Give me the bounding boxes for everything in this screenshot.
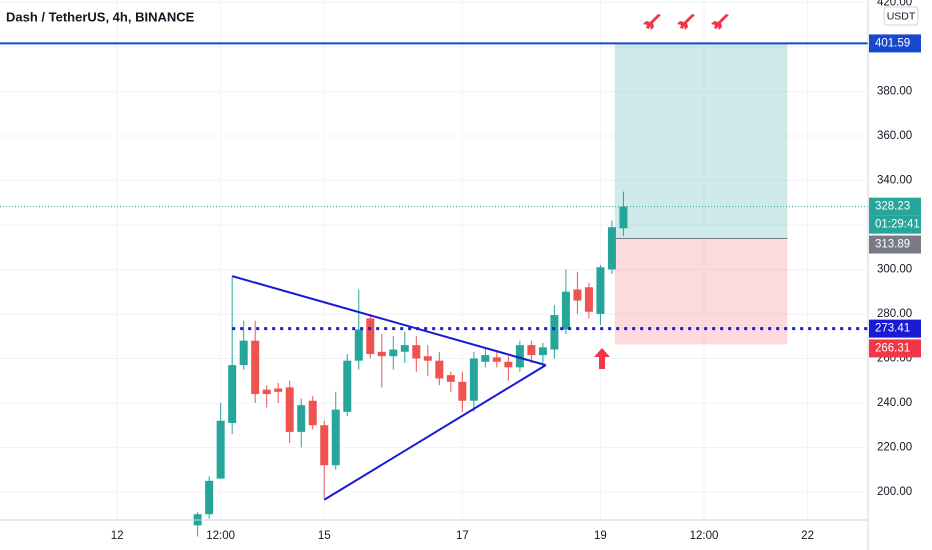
rocket-icon bbox=[711, 14, 729, 30]
x-tick-label: 12 bbox=[111, 530, 124, 542]
candle-body bbox=[596, 267, 605, 314]
candle-body bbox=[446, 375, 455, 382]
y-tick-label: 420.00 bbox=[877, 0, 912, 8]
candle-body bbox=[366, 318, 375, 355]
candle-body bbox=[205, 480, 214, 515]
candle-body bbox=[423, 356, 432, 361]
candle-body bbox=[308, 400, 317, 426]
loss-zone bbox=[614, 238, 788, 345]
candle-body bbox=[619, 206, 628, 229]
candle-body bbox=[584, 287, 593, 312]
price-tag-label: 401.59 bbox=[875, 37, 910, 49]
y-tick-label: 300.00 bbox=[877, 263, 912, 275]
currency-label[interactable]: USDT bbox=[887, 10, 916, 22]
price-tag-label: 328.23 bbox=[875, 201, 910, 213]
candle-body bbox=[274, 388, 283, 392]
candle-body bbox=[354, 329, 363, 361]
axes: 200.00220.00240.00260.00280.00300.00320.… bbox=[111, 0, 921, 542]
candle-body bbox=[331, 409, 340, 466]
candle-body bbox=[538, 347, 547, 356]
y-tick-label: 280.00 bbox=[877, 308, 912, 320]
candle-body bbox=[262, 389, 271, 395]
candle-body bbox=[527, 345, 536, 356]
candle-body bbox=[297, 405, 306, 432]
candle-body bbox=[412, 345, 421, 359]
currency-box[interactable] bbox=[883, 6, 919, 26]
candle-body bbox=[239, 340, 248, 366]
x-tick-label: 19 bbox=[594, 530, 607, 542]
candle-body bbox=[561, 291, 570, 330]
candle-body bbox=[343, 360, 352, 412]
chart-title: Dash / TetherUS, 4h, BINANCE bbox=[6, 9, 195, 24]
rocket-icons bbox=[643, 14, 729, 30]
candle-body bbox=[389, 349, 398, 357]
x-tick-label: 15 bbox=[318, 530, 331, 542]
x-tick-label: 17 bbox=[456, 530, 469, 542]
y-tick-label: 360.00 bbox=[877, 130, 912, 142]
candle-body bbox=[458, 381, 467, 401]
candle-body bbox=[504, 361, 513, 368]
price-tag bbox=[869, 197, 921, 216]
candle-body bbox=[435, 360, 444, 379]
candle-body bbox=[607, 227, 616, 270]
plot bbox=[0, 42, 868, 537]
candle-body bbox=[400, 345, 409, 352]
candle-body bbox=[251, 340, 260, 395]
y-tick-label: 200.00 bbox=[877, 486, 912, 498]
price-tag bbox=[869, 339, 921, 358]
countdown-tag bbox=[869, 215, 921, 234]
y-tick-label: 380.00 bbox=[877, 85, 912, 97]
arrow-icon bbox=[594, 348, 610, 369]
candle-body bbox=[492, 357, 501, 362]
candle-body bbox=[550, 315, 559, 350]
x-tick-label: 22 bbox=[801, 530, 814, 542]
price-tag bbox=[869, 34, 921, 53]
trend-line bbox=[323, 364, 547, 501]
candle-body bbox=[515, 345, 524, 368]
y-tick-label: 340.00 bbox=[877, 174, 912, 186]
price-tag bbox=[869, 235, 921, 254]
candle-body bbox=[377, 351, 386, 357]
rocket-icon bbox=[643, 14, 661, 30]
price-tag bbox=[869, 319, 921, 338]
candle-body bbox=[481, 355, 490, 362]
candle-body bbox=[216, 420, 225, 479]
y-tick-label: 240.00 bbox=[877, 397, 912, 409]
candle-body bbox=[228, 365, 237, 423]
candle-body bbox=[285, 387, 294, 432]
y-tick-label: 220.00 bbox=[877, 441, 912, 453]
price-tag-label: 313.89 bbox=[875, 239, 910, 251]
profit-zone bbox=[614, 43, 788, 239]
price-tag-label: 273.41 bbox=[875, 323, 910, 335]
candle-body bbox=[469, 358, 478, 401]
x-tick-label: 12:00 bbox=[206, 530, 235, 542]
price-tag-label: 266.31 bbox=[875, 342, 910, 354]
candle-body bbox=[320, 425, 329, 466]
countdown-label: 01:29:41 bbox=[875, 219, 920, 231]
rocket-icon bbox=[677, 14, 695, 30]
candle-body bbox=[573, 289, 582, 301]
x-tick-label: 12:00 bbox=[690, 530, 719, 542]
trend-line bbox=[231, 275, 547, 367]
